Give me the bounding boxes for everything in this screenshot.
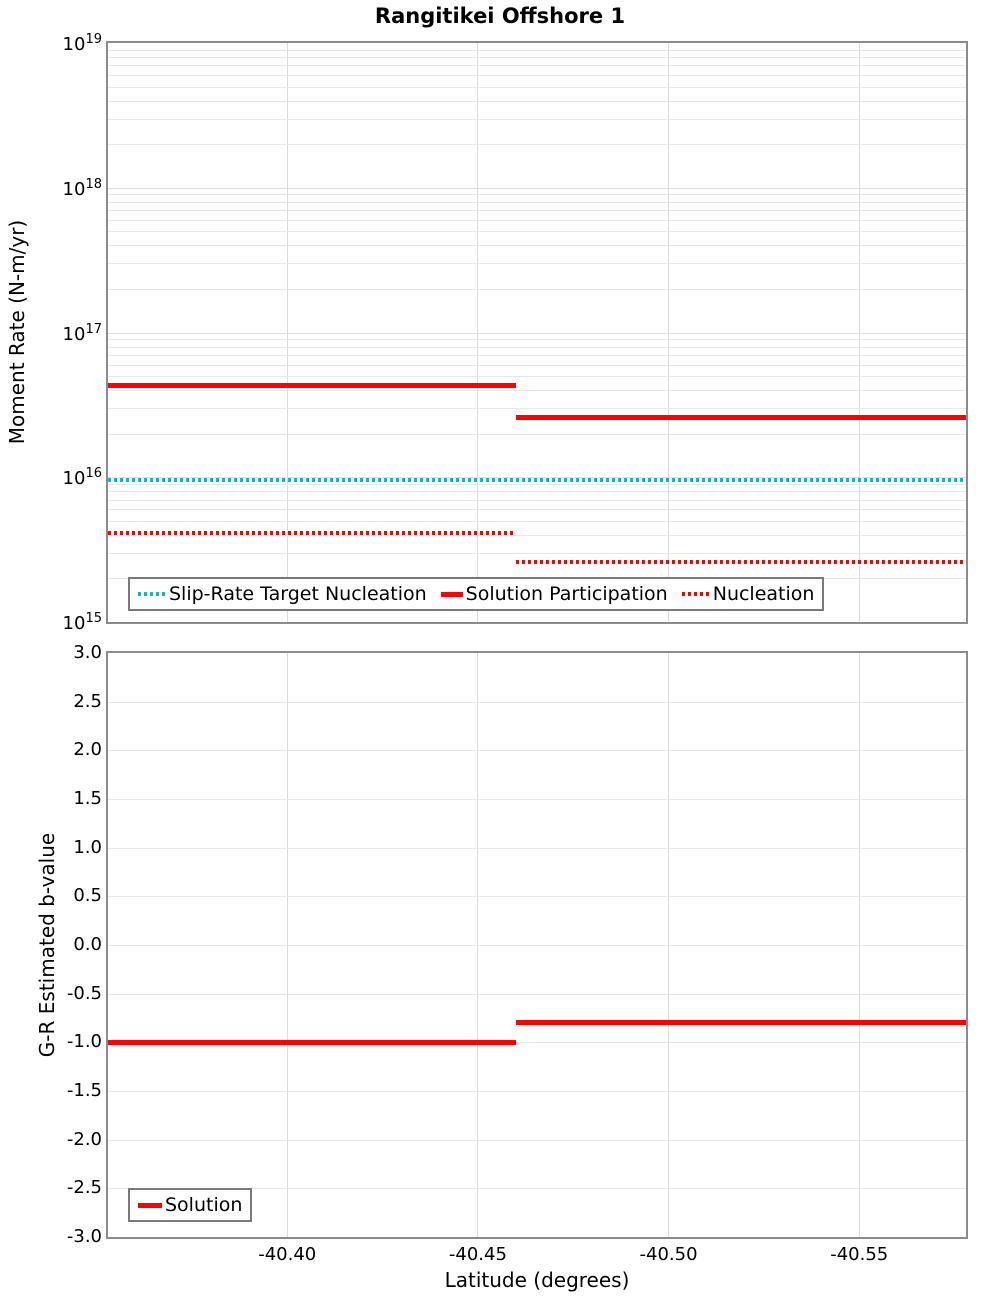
y-tick-label: 1.5 — [73, 788, 102, 809]
series-segment-slip-rate-target-nucleation — [108, 477, 966, 482]
gridline-y — [108, 100, 966, 102]
gridline-y — [108, 701, 966, 703]
series-segment-solution — [516, 1020, 966, 1026]
y-tick-label: -3.0 — [66, 1226, 102, 1247]
y-tick-label: 0.5 — [73, 885, 102, 907]
x-tick-label: -40.45 — [448, 1244, 507, 1265]
x-tick-label: -40.40 — [258, 1244, 317, 1265]
y-tick-label: -2.5 — [66, 1177, 102, 1199]
gridline-y — [108, 346, 966, 348]
gridline-y — [108, 896, 966, 898]
gridline-y — [108, 194, 966, 196]
gridline-y — [108, 491, 966, 493]
gridline-y — [108, 210, 966, 212]
gridline-y — [108, 993, 966, 995]
legend-top: Slip-Rate Target Nucleation Solution Par… — [128, 577, 825, 611]
gridline-y — [108, 799, 966, 800]
chart-title: Rangitikei Offshore 1 — [374, 4, 626, 28]
slip-rate-target-nucleation-line-swatch-icon — [138, 592, 166, 596]
gridline-y — [108, 86, 966, 88]
legend-entry-solution-participation: Solution Participation — [440, 582, 668, 606]
y-tick-label: -1.0 — [66, 1031, 102, 1053]
b-value-plot — [106, 651, 968, 1239]
gridline-y — [108, 49, 966, 51]
y-tick-label: 1018 — [62, 176, 102, 200]
gridline-y — [108, 144, 966, 146]
gridline-y — [108, 75, 966, 77]
nucleation-line-swatch-icon — [681, 592, 710, 596]
series-segment-nucleation — [108, 531, 517, 536]
gridline-y — [108, 376, 966, 378]
legend-label: Nucleation — [712, 583, 815, 605]
y-tick-label: 1015 — [62, 611, 102, 634]
gridline-y — [108, 1042, 966, 1044]
gridline-y — [108, 57, 966, 59]
y-tick-label: -1.5 — [66, 1080, 102, 1101]
x-tick-label: -40.55 — [830, 1244, 889, 1265]
gridline-y — [108, 408, 966, 410]
gridline-y — [108, 520, 966, 522]
gridline-y — [108, 433, 966, 435]
y-tick-label: -0.5 — [66, 982, 102, 1004]
legend-entry-nucleation: Nucleation — [681, 582, 815, 606]
series-segment-solution-participation — [108, 383, 517, 389]
solution-participation-line-swatch-icon — [440, 591, 463, 597]
legend-entry-slip-rate-target-nucleation: Slip-Rate Target Nucleation — [138, 582, 427, 606]
legend-label: Solution Participation — [465, 583, 668, 605]
gridline-y — [108, 1188, 966, 1190]
gridline-y — [108, 65, 966, 67]
gridline-y — [108, 364, 966, 366]
x-tick-label: -40.50 — [639, 1244, 698, 1265]
gridline-y — [108, 354, 966, 356]
gridline-y — [108, 187, 966, 189]
gridline-y — [108, 483, 966, 485]
y-tick-label: 2.5 — [73, 690, 102, 712]
y-tick-label: 1017 — [62, 321, 102, 345]
gridline-y — [108, 534, 966, 536]
y-tick-label: 1019 — [62, 32, 102, 55]
gridline-y — [108, 390, 966, 392]
gridline-y — [108, 263, 966, 265]
gridline-y — [108, 219, 966, 221]
y-tick-label: -2.0 — [66, 1128, 102, 1150]
gridline-y — [108, 847, 966, 849]
y-tick-label: 3.0 — [73, 642, 102, 663]
gridline-y — [108, 1139, 966, 1141]
gridline-y — [108, 201, 966, 203]
gridline-y — [108, 477, 966, 479]
gridline-y — [108, 509, 966, 511]
gridline-y — [108, 499, 966, 501]
gridline-y — [108, 945, 966, 946]
solution-line-swatch-icon — [138, 1202, 162, 1208]
series-segment-solution — [108, 1039, 517, 1045]
gridline-y — [108, 332, 966, 334]
y-tick-label: 0.0 — [73, 934, 102, 955]
x-axis-label: Latitude (degrees) — [444, 1268, 630, 1292]
y-tick-label: 2.0 — [73, 739, 102, 761]
gridline-y — [108, 552, 966, 554]
y-tick-label: 1.0 — [73, 836, 102, 858]
legend-label: Slip-Rate Target Nucleation — [169, 583, 427, 605]
gridline-y — [108, 245, 966, 247]
gridline-y — [108, 750, 966, 752]
gridline-y — [108, 118, 966, 120]
gridline-y — [108, 1091, 966, 1092]
gridline-y — [108, 288, 966, 290]
series-segment-nucleation — [516, 559, 966, 564]
series-segment-solution-participation — [516, 414, 966, 420]
legend-entry-solution: Solution — [138, 1193, 242, 1217]
legend-label: Solution — [165, 1194, 243, 1216]
y-tick-label: 1016 — [62, 466, 102, 490]
gridline-y — [108, 231, 966, 233]
legend-bottom: Solution — [128, 1188, 253, 1222]
gridline-y — [108, 339, 966, 341]
moment-rate-plot — [106, 41, 968, 624]
